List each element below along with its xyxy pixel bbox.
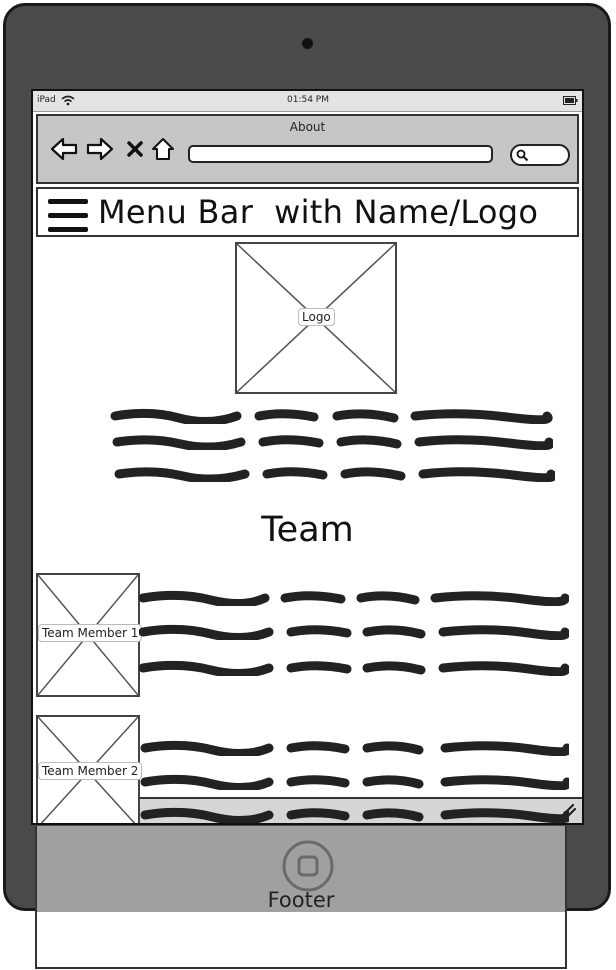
team-heading: Team: [261, 510, 354, 550]
search-box[interactable]: [510, 144, 570, 166]
status-bar: iPad 01:54 PM: [33, 91, 582, 112]
logo-label: Logo: [298, 308, 335, 326]
battery-icon: [563, 96, 578, 105]
logo-placeholder: Logo: [235, 242, 397, 394]
home-icon[interactable]: [151, 137, 175, 161]
text-scribble-line: [140, 740, 569, 756]
browser-toolbar: About: [36, 114, 579, 184]
hamburger-menu-icon[interactable]: [47, 197, 89, 235]
team-member-1-placeholder: Team Member 1: [36, 573, 143, 697]
home-button-icon[interactable]: [282, 840, 334, 892]
browser-title: About: [289, 120, 326, 134]
device-label: iPad: [37, 95, 56, 105]
team-member-label: Team Member 1: [38, 624, 143, 642]
back-arrow-icon[interactable]: [50, 136, 78, 162]
status-time: 01:54 PM: [287, 95, 329, 105]
text-scribble-line: [139, 590, 569, 606]
search-icon: [516, 149, 529, 162]
text-scribble-line: [110, 408, 553, 424]
text-scribble-line: [140, 774, 569, 790]
text-scribble-line: [112, 435, 553, 450]
forward-arrow-icon[interactable]: [86, 136, 114, 162]
text-scribble-line: [140, 807, 569, 823]
close-icon[interactable]: [126, 140, 144, 158]
team-member-2-placeholder: Team Member 2: [36, 715, 143, 823]
resize-handle-icon[interactable]: [559, 803, 577, 819]
footer-label: Footer: [267, 888, 335, 912]
text-scribble-line: [114, 467, 555, 482]
footer-panel: [35, 912, 567, 969]
wifi-icon: [61, 95, 75, 106]
text-scribble-line: [139, 624, 569, 640]
footer: Footer: [35, 826, 567, 912]
team-member-label: Team Member 2: [38, 762, 143, 780]
menu-bar-title: Menu Bar with Name/Logo: [98, 193, 539, 231]
camera-icon: [302, 38, 313, 49]
menu-bar: Menu Bar with Name/Logo: [36, 187, 579, 237]
url-input[interactable]: [188, 145, 493, 163]
text-scribble-line: [139, 660, 569, 676]
screen: iPad 01:54 PM About: [31, 89, 584, 825]
